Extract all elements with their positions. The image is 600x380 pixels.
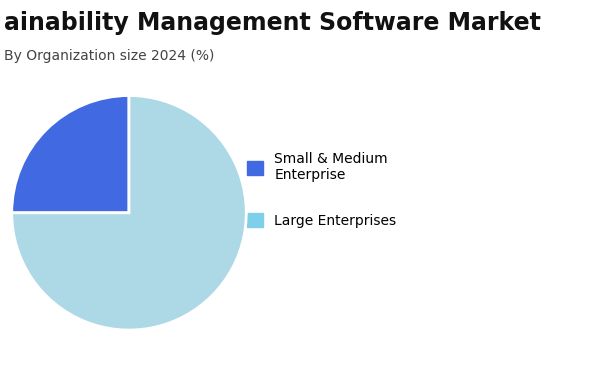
Wedge shape (12, 95, 129, 213)
Text: By Organization size 2024 (%): By Organization size 2024 (%) (4, 49, 214, 63)
Text: 18.9%: 18.9% (411, 160, 517, 188)
Text: Total Market S: Total Market S (411, 95, 519, 110)
Text: ainability Management Software Market: ainability Management Software Market (4, 11, 541, 35)
Wedge shape (12, 95, 246, 330)
Text: USD 0.68 Bill: USD 0.68 Bill (411, 46, 542, 63)
Text: CAGR
2024-203: CAGR 2024-203 (411, 213, 484, 245)
Legend: Small & Medium
Enterprise, Large Enterprises: Small & Medium Enterprise, Large Enterpr… (241, 147, 402, 233)
